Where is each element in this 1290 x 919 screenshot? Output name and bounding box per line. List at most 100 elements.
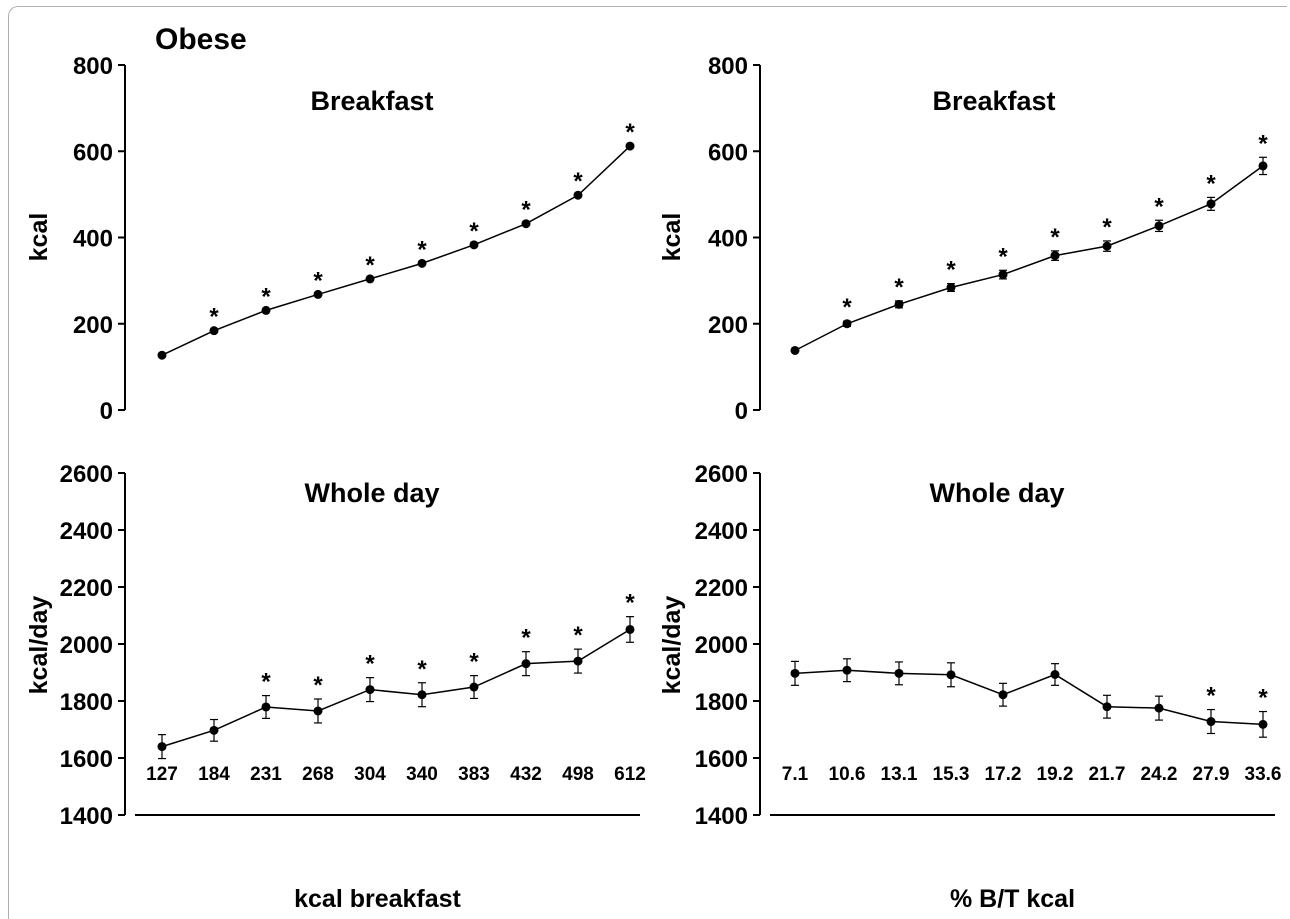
y-tick-label: 2600 [695,461,748,488]
data-point [573,656,583,666]
significance-marker: * [365,651,375,678]
data-point [1050,251,1060,261]
significance-marker: * [521,625,531,652]
x-tick-label: 24.2 [1141,764,1178,785]
significance-marker: * [261,669,271,696]
y-tick-label: 600 [73,139,113,166]
data-point [521,659,531,669]
data-point [365,685,375,695]
x-tick-label: 432 [510,764,542,785]
data-point [417,690,427,700]
significance-marker: * [625,590,635,617]
significance-marker: * [998,243,1008,270]
data-point [1050,669,1060,679]
data-point [469,240,479,250]
y-tick-label: 2400 [695,518,748,545]
data-point [365,274,375,284]
data-point [842,319,852,329]
significance-marker: * [1258,130,1268,157]
data-point [261,305,271,315]
data-point [209,725,219,735]
chart-title: Whole day [929,478,1064,508]
y-tick-label: 2400 [60,518,113,545]
series-line [161,628,631,748]
y-tick-label: 0 [735,398,748,425]
y-axis-label: kcal [658,213,686,262]
data-point [625,141,635,151]
data-point [1206,717,1216,727]
y-tick-label: 400 [708,226,748,253]
chart-panel-3: 1400 1600 1800 2000 2200 2400 2600 kcal/day Whol… [25,461,646,913]
data-point [209,326,219,336]
chart-panels: 0 200 400 600 800 kcal Breakfast * * * * * * * * * 0 200 4… [25,53,1281,913]
x-tick-label: 304 [354,764,386,785]
data-point [157,350,167,360]
chart-title: Whole day [304,478,439,508]
x-tick-label: 19.2 [1037,764,1074,785]
data-point [790,345,800,355]
series-line [794,669,1264,726]
x-tick-label: 268 [302,764,334,785]
y-axis-label: kcal/day [658,596,686,695]
x-tick-label: 27.9 [1193,764,1230,785]
data-point [573,190,583,200]
chart-panel-1: 0 200 400 600 800 kcal Breakfast * * * * * * * * * [25,53,635,425]
data-point [790,668,800,678]
x-tick-label: 33.6 [1245,764,1282,785]
x-axis-label: % B/T kcal [950,885,1075,913]
x-axis-label: kcal breakfast [294,885,461,913]
x-tick-label: 7.1 [782,764,809,785]
significance-marker: * [1154,193,1164,220]
chart-panel-2: 0 200 400 600 800 kcal Breakfast * * * * * * * * * [658,53,1268,425]
data-point [313,706,323,716]
y-tick-label: 2200 [60,575,113,602]
y-tick-label: 2200 [695,575,748,602]
y-axis-label: kcal/day [25,596,53,695]
chart-panel-4: 1400 1600 1800 2000 2200 2400 2600 kcal/day Whol… [658,461,1281,913]
y-tick-label: 1400 [60,803,113,830]
significance-marker: * [1050,224,1060,251]
data-point [1258,161,1268,171]
significance-marker: * [313,267,323,294]
y-tick-label: 1800 [60,689,113,716]
x-tick-label: 15.3 [933,764,970,785]
significance-marker: * [261,283,271,310]
data-point [157,742,167,752]
x-tick-label: 21.7 [1089,764,1126,785]
data-point [469,682,479,692]
data-point [1258,719,1268,729]
y-tick-label: 200 [708,312,748,339]
significance-marker: * [313,672,323,699]
significance-marker: * [417,236,427,263]
y-tick-label: 2000 [695,632,748,659]
data-point [261,702,271,712]
data-point [1102,241,1112,251]
y-tick-label: 1600 [695,746,748,773]
data-point [1102,702,1112,712]
x-tick-label: 231 [250,764,282,785]
y-axis-label: kcal [25,213,53,262]
data-point [946,670,956,680]
x-tick-label: 184 [198,764,230,785]
figure-label: Obese [155,23,247,56]
data-point [313,289,323,299]
y-tick-label: 800 [73,53,113,80]
significance-marker: * [469,649,479,676]
x-tick-label: 10.6 [829,764,866,785]
significance-marker: * [417,656,427,683]
x-tick-label: 612 [614,764,646,785]
significance-marker: * [1206,683,1216,710]
y-tick-label: 600 [708,139,748,166]
y-tick-label: 2600 [60,461,113,488]
data-point [946,283,956,293]
significance-marker: * [573,168,583,195]
significance-marker: * [1102,214,1112,241]
x-tick-label: 13.1 [881,764,918,785]
y-tick-label: 2000 [60,632,113,659]
y-tick-label: 400 [73,226,113,253]
significance-marker: * [365,252,375,279]
data-point [998,690,1008,700]
data-point [842,665,852,675]
data-point [894,668,904,678]
